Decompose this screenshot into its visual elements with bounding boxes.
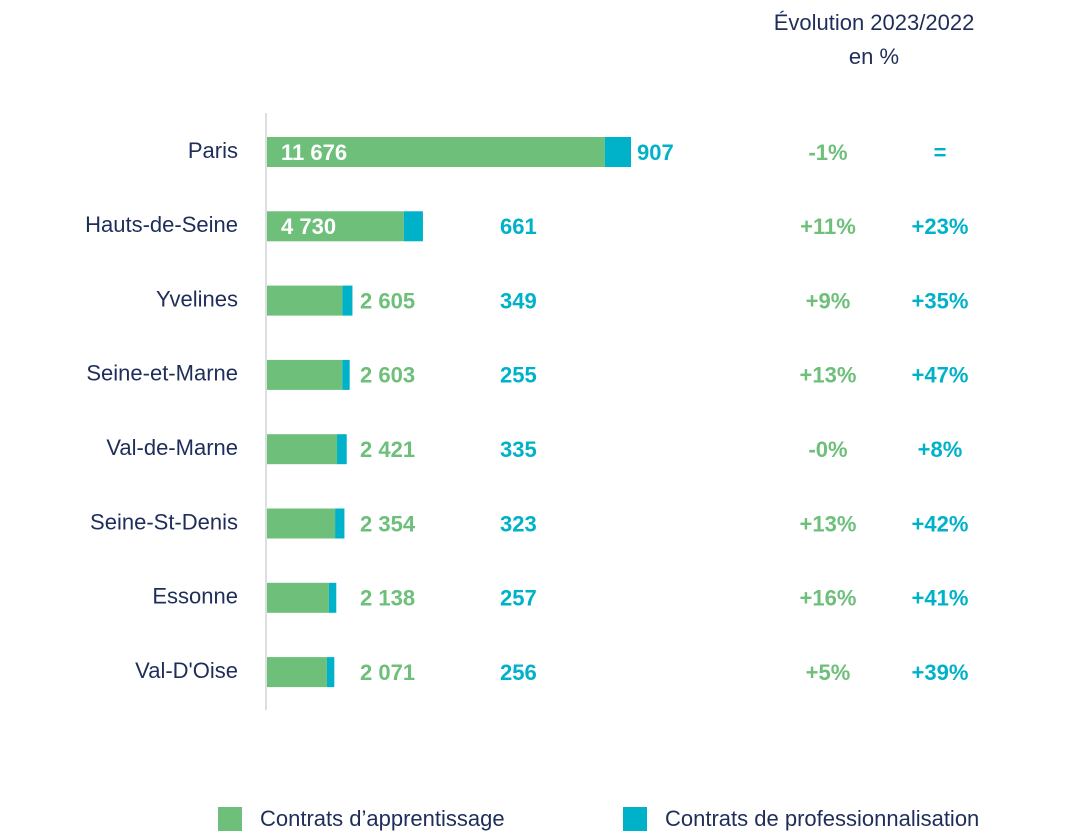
evolution-label: -1%: [808, 140, 847, 165]
evolution-label: +41%: [912, 586, 969, 611]
bar-segment: [267, 285, 343, 316]
evolution-label: +13%: [800, 511, 857, 536]
value-label: 255: [500, 363, 537, 388]
value-label: 2 138: [360, 586, 415, 611]
legend-label: Contrats de professionnalisation: [665, 806, 979, 831]
value-label: 2 421: [360, 437, 415, 462]
bar-segment: [335, 508, 345, 539]
evolution-label: +8%: [918, 437, 963, 462]
evolution-label: +16%: [800, 586, 857, 611]
category-label: Seine-St-Denis: [90, 509, 238, 534]
bar-segment: [267, 657, 327, 688]
category-label: Val-de-Marne: [106, 435, 238, 460]
bar-segment: [267, 434, 338, 465]
value-label: 349: [500, 288, 537, 313]
value-label: 2 605: [360, 288, 415, 313]
value-label: 2 603: [360, 363, 415, 388]
evolution-title: en %: [849, 44, 899, 69]
value-label: 2 071: [360, 660, 415, 685]
value-label: 4 730: [281, 214, 336, 239]
bar-segment: [328, 582, 337, 613]
category-label: Essonne: [152, 584, 238, 609]
evolution-label: +13%: [800, 363, 857, 388]
legend-swatch: [218, 807, 242, 831]
bar-segment: [604, 137, 631, 167]
bar-segment: [267, 211, 404, 242]
bar-segment: [267, 359, 343, 390]
legend-swatch: [623, 807, 647, 831]
value-label: 907: [637, 140, 674, 165]
category-label: Seine-et-Marne: [86, 361, 238, 386]
value-label: 257: [500, 586, 537, 611]
bar-segment: [342, 359, 350, 390]
value-label: 2 354: [360, 511, 416, 536]
category-label: Hauts-de-Seine: [85, 212, 238, 237]
bar-segment: [337, 434, 347, 465]
evolution-title: Évolution 2023/2022: [774, 10, 975, 35]
evolution-label: +9%: [806, 288, 851, 313]
bar-segment: [267, 582, 329, 613]
evolution-label: +47%: [912, 363, 969, 388]
evolution-label: +11%: [800, 214, 856, 239]
value-label: 256: [500, 660, 537, 685]
evolution-label: +42%: [912, 511, 969, 536]
category-label: Val-D'Oise: [135, 658, 238, 683]
bar-segment: [342, 285, 353, 316]
value-label: 335: [500, 437, 537, 462]
category-label: Paris: [188, 138, 238, 163]
value-label: 323: [500, 511, 537, 536]
bar-segment: [403, 211, 423, 242]
evolution-label: +39%: [912, 660, 969, 685]
evolution-label: +35%: [912, 288, 969, 313]
bar-segment: [267, 137, 605, 167]
evolution-label: =: [934, 140, 947, 165]
evolution-label: -0%: [808, 437, 847, 462]
value-label: 661: [500, 214, 537, 239]
bar-segment: [326, 657, 335, 688]
evolution-label: +23%: [912, 214, 969, 239]
bar-segment: [267, 508, 336, 539]
evolution-label: +5%: [806, 660, 851, 685]
value-label: 11 676: [281, 140, 347, 165]
category-label: Yvelines: [156, 286, 238, 311]
legend-label: Contrats d’apprentissage: [260, 806, 505, 831]
